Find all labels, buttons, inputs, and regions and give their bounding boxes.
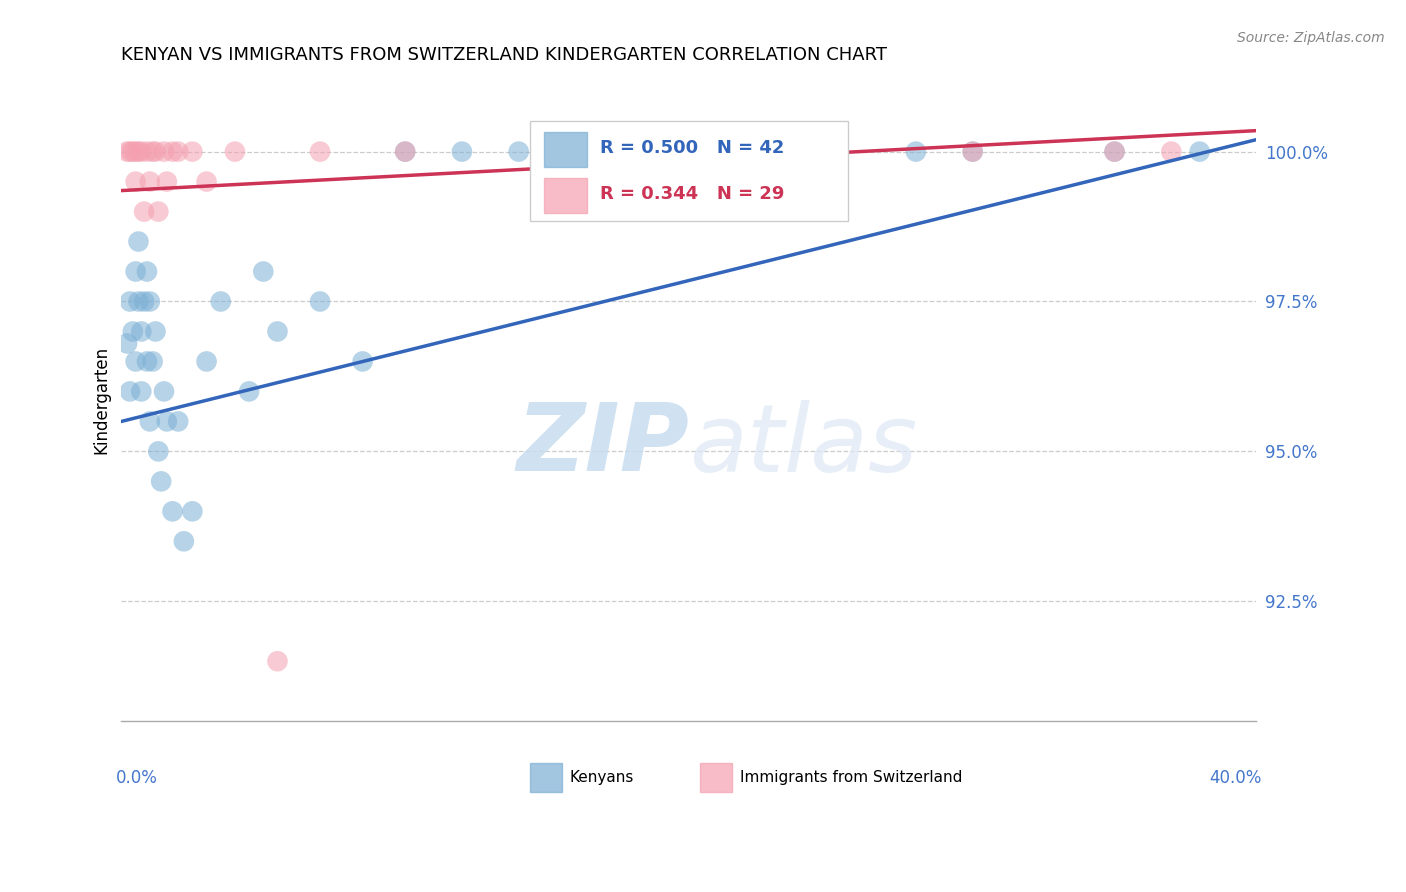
Point: [309, 294, 332, 309]
Point: [162, 504, 184, 518]
Bar: [530, 763, 562, 792]
Point: [145, 325, 167, 339]
Point: [129, 384, 152, 399]
Bar: [700, 763, 733, 792]
Point: [195, 354, 218, 368]
Point: [118, 145, 141, 159]
Point: [121, 325, 143, 339]
Point: [124, 175, 146, 189]
Bar: [544, 178, 586, 213]
Point: [139, 414, 162, 428]
Point: [127, 294, 149, 309]
Point: [1160, 145, 1182, 159]
Point: [134, 204, 156, 219]
Point: [508, 145, 530, 159]
Text: 40.0%: 40.0%: [1209, 769, 1263, 788]
Point: [134, 294, 156, 309]
Point: [173, 534, 195, 549]
Point: [129, 145, 152, 159]
Text: atlas: atlas: [689, 400, 917, 491]
Bar: [544, 132, 586, 167]
Point: [266, 325, 288, 339]
Point: [136, 264, 159, 278]
Text: Immigrants from Switzerland: Immigrants from Switzerland: [740, 770, 962, 785]
Point: [156, 175, 179, 189]
Point: [139, 294, 162, 309]
Point: [150, 475, 173, 489]
Text: R = 0.344   N = 29: R = 0.344 N = 29: [600, 185, 785, 203]
Point: [451, 145, 474, 159]
Point: [127, 145, 149, 159]
Point: [238, 384, 260, 399]
Point: [142, 354, 165, 368]
Text: R = 0.500   N = 42: R = 0.500 N = 42: [600, 139, 785, 157]
Point: [145, 145, 167, 159]
Point: [139, 175, 162, 189]
Point: [124, 145, 146, 159]
Point: [136, 354, 159, 368]
Point: [820, 145, 842, 159]
FancyBboxPatch shape: [530, 121, 848, 221]
Point: [394, 145, 416, 159]
Point: [115, 145, 138, 159]
Point: [252, 264, 274, 278]
Point: [148, 204, 170, 219]
Point: [678, 145, 700, 159]
Point: [394, 145, 416, 159]
Point: [820, 145, 842, 159]
Point: [1104, 145, 1126, 159]
Y-axis label: Kindergarten: Kindergarten: [93, 346, 110, 455]
Text: Kenyans: Kenyans: [569, 770, 634, 785]
Text: Source: ZipAtlas.com: Source: ZipAtlas.com: [1237, 31, 1385, 45]
Point: [352, 354, 374, 368]
Point: [592, 145, 614, 159]
Point: [536, 145, 558, 159]
Point: [1188, 145, 1211, 159]
Point: [266, 654, 288, 668]
Point: [124, 264, 146, 278]
Point: [167, 414, 190, 428]
Point: [309, 145, 332, 159]
Text: ZIP: ZIP: [516, 400, 689, 491]
Point: [224, 145, 246, 159]
Point: [121, 145, 143, 159]
Point: [153, 384, 176, 399]
Point: [195, 175, 218, 189]
Point: [167, 145, 190, 159]
Point: [181, 504, 204, 518]
Point: [181, 145, 204, 159]
Point: [115, 336, 138, 351]
Point: [962, 145, 984, 159]
Point: [156, 414, 179, 428]
Point: [962, 145, 984, 159]
Point: [209, 294, 232, 309]
Point: [129, 325, 152, 339]
Point: [904, 145, 927, 159]
Point: [118, 384, 141, 399]
Point: [124, 354, 146, 368]
Text: KENYAN VS IMMIGRANTS FROM SWITZERLAND KINDERGARTEN CORRELATION CHART: KENYAN VS IMMIGRANTS FROM SWITZERLAND KI…: [121, 46, 887, 64]
Point: [148, 444, 170, 458]
Point: [127, 235, 149, 249]
Point: [1104, 145, 1126, 159]
Point: [162, 145, 184, 159]
Point: [118, 294, 141, 309]
Point: [142, 145, 165, 159]
Point: [678, 145, 700, 159]
Text: 0.0%: 0.0%: [115, 769, 157, 788]
Point: [153, 145, 176, 159]
Point: [136, 145, 159, 159]
